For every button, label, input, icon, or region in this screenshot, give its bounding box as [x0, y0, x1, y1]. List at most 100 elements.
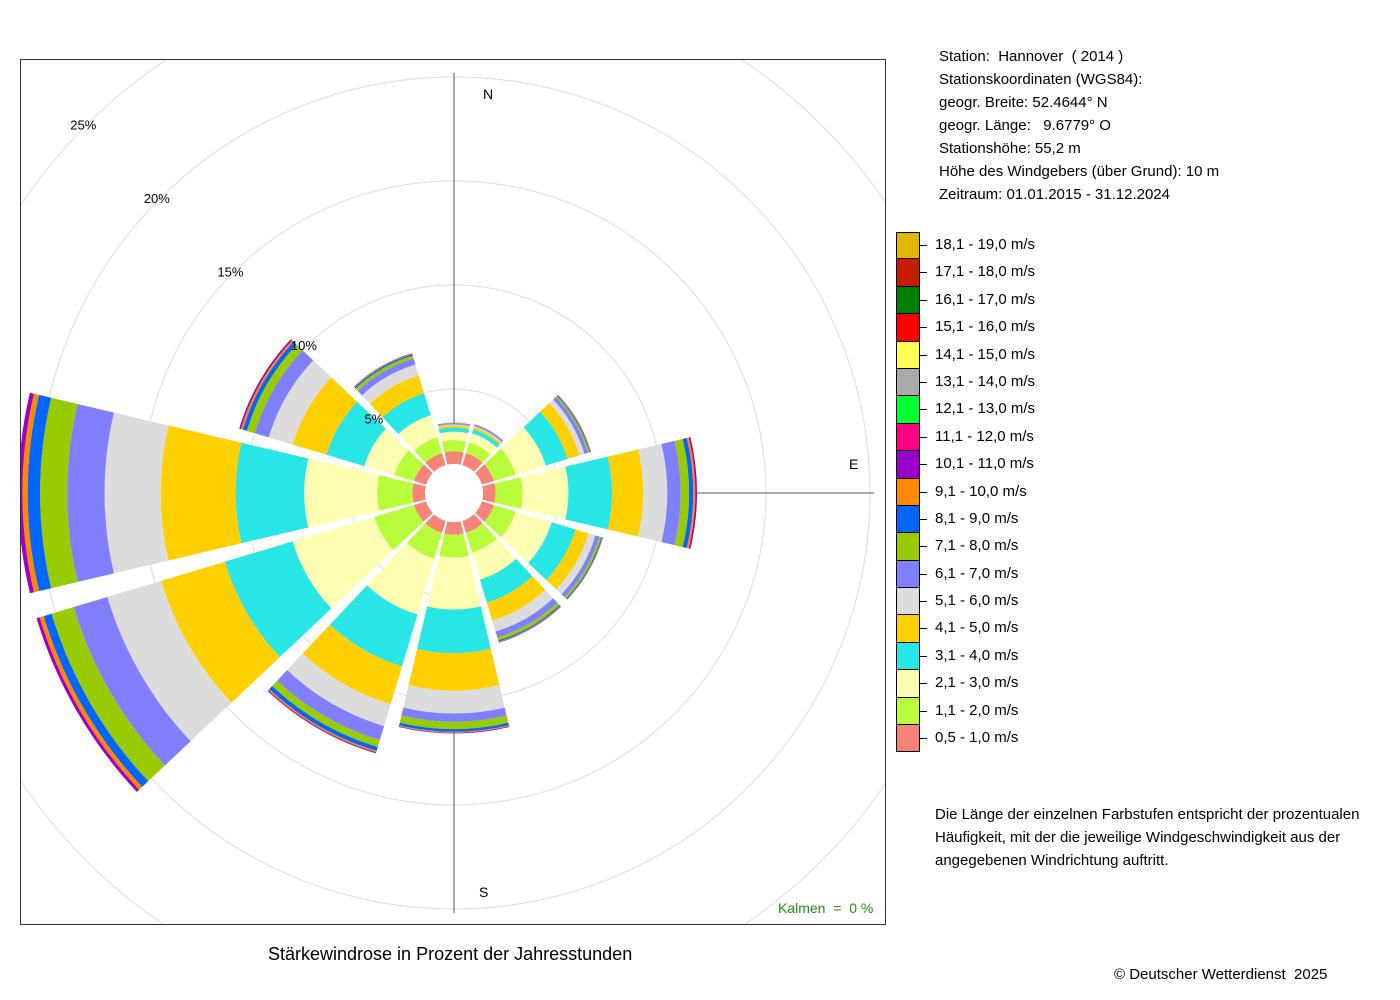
- ring-labels: 5% 10% 15% 20% 25%: [70, 117, 383, 426]
- sector-band: [492, 589, 554, 632]
- sector-band: [480, 558, 533, 603]
- sector-band: [277, 670, 385, 741]
- legend-tick: [920, 655, 927, 657]
- sector-band: [43, 613, 149, 787]
- sector-band: [546, 529, 589, 590]
- legend-swatch: [896, 259, 920, 287]
- legend-tick: [920, 573, 927, 575]
- sector-band: [473, 426, 502, 444]
- sector-band: [437, 422, 471, 425]
- legend-label: 15,1 - 16,0 m/s: [935, 318, 1036, 336]
- sector-band-lowest: [414, 501, 433, 522]
- ring-label: 20%: [144, 191, 170, 206]
- sector-band-lowest: [444, 451, 464, 465]
- legend-tick: [920, 354, 927, 356]
- legend-tick: [920, 710, 927, 712]
- legend-tick: [920, 546, 927, 548]
- sector-band: [161, 561, 280, 703]
- wind-rose: 5% 10% 15% 20% 25% N E S: [21, 60, 885, 924]
- sector-band-lowest: [462, 514, 483, 533]
- sector-band: [414, 437, 443, 463]
- sector-band: [553, 397, 588, 454]
- sector-band: [287, 653, 391, 727]
- longitude: geogr. Länge: 9.6779° O: [939, 117, 1111, 134]
- sector-band: [437, 422, 471, 425]
- legend-swatch: [896, 451, 920, 479]
- note-line: angegebenen Windrichtung auftritt.: [935, 852, 1169, 869]
- sector-band: [268, 360, 332, 445]
- sector-band: [638, 443, 668, 543]
- legend-tick: [920, 464, 927, 466]
- sector-band: [355, 355, 414, 391]
- sensor-height: Höhe des Windgebers (über Grund): 10 m: [939, 163, 1220, 180]
- sector-band: [471, 429, 500, 448]
- sector-band: [471, 538, 517, 580]
- sector-band: [406, 523, 443, 559]
- sector-band: [500, 511, 552, 563]
- sector-band: [302, 624, 402, 705]
- legend-swatch: [896, 232, 920, 260]
- sector-band-lowest: [482, 483, 496, 503]
- sector-band: [357, 358, 416, 396]
- sector-band: [540, 403, 580, 459]
- legend-label: 2,1 - 3,0 m/s: [935, 674, 1019, 692]
- sector-band: [549, 399, 585, 456]
- sector-band: [607, 449, 644, 537]
- copyright: © Deutscher Wetterdienst 2025: [1114, 966, 1328, 983]
- note-line: Die Länge der einzelnen Farbstufen entsp…: [935, 806, 1360, 823]
- sector-band: [235, 442, 309, 544]
- sector-band: [40, 397, 78, 589]
- sector-band: [497, 602, 560, 641]
- sector-band: [438, 424, 470, 428]
- sector-band: [269, 686, 378, 751]
- legend-swatch: [896, 286, 920, 315]
- sector-band: [469, 433, 497, 455]
- sector-band-lowest: [462, 453, 483, 472]
- sector-band: [441, 439, 467, 453]
- legend-swatch: [896, 725, 920, 753]
- legend-tick: [920, 601, 927, 603]
- legend-label: 9,1 - 10,0 m/s: [935, 482, 1027, 500]
- legend-label: 8,1 - 9,0 m/s: [935, 509, 1019, 527]
- sector-band-lowest: [475, 464, 494, 485]
- sector-band-lowest: [414, 464, 433, 485]
- legend-tick: [920, 491, 927, 493]
- legend-label: 4,1 - 5,0 m/s: [935, 619, 1019, 637]
- legend-tick: [920, 245, 927, 246]
- legend-swatch: [896, 396, 920, 424]
- legend-label: 17,1 - 18,0 m/s: [935, 263, 1036, 281]
- legend-tick: [920, 518, 927, 520]
- sector-band: [364, 428, 409, 476]
- sector-band: [104, 412, 169, 574]
- sector-band: [688, 437, 697, 549]
- sector-band-lowest: [475, 501, 494, 522]
- legend-label: 10,1 - 11,0 m/s: [935, 455, 1034, 473]
- sector-band: [494, 477, 523, 509]
- sector-band: [401, 707, 507, 722]
- sector-band: [438, 425, 470, 430]
- legend-swatch: [896, 478, 920, 506]
- sector-band: [27, 394, 52, 592]
- label-north: N: [483, 86, 493, 102]
- label-south: S: [479, 884, 488, 900]
- sector-band: [382, 393, 431, 434]
- sector-band: [326, 401, 386, 467]
- legend-swatch: [896, 368, 920, 397]
- legend-tick: [920, 381, 927, 383]
- legend-swatch: [896, 588, 920, 616]
- legend-label: 1,1 - 2,0 m/s: [935, 701, 1019, 719]
- sector-band: [565, 456, 613, 530]
- sector-band: [22, 393, 40, 593]
- sector-band: [561, 535, 600, 598]
- sector-band: [398, 725, 510, 733]
- sector-band: [528, 522, 576, 581]
- sector-band-lowest: [425, 453, 446, 472]
- legend-label: 16,1 - 17,0 m/s: [935, 290, 1036, 308]
- sector-band: [377, 475, 414, 511]
- legend-swatch: [896, 560, 920, 589]
- sector-band: [520, 466, 569, 520]
- calm-label: Kalmen = 0 %: [778, 900, 874, 916]
- sector-band: [661, 440, 681, 546]
- sector-band: [394, 450, 424, 482]
- sector-band: [398, 726, 510, 734]
